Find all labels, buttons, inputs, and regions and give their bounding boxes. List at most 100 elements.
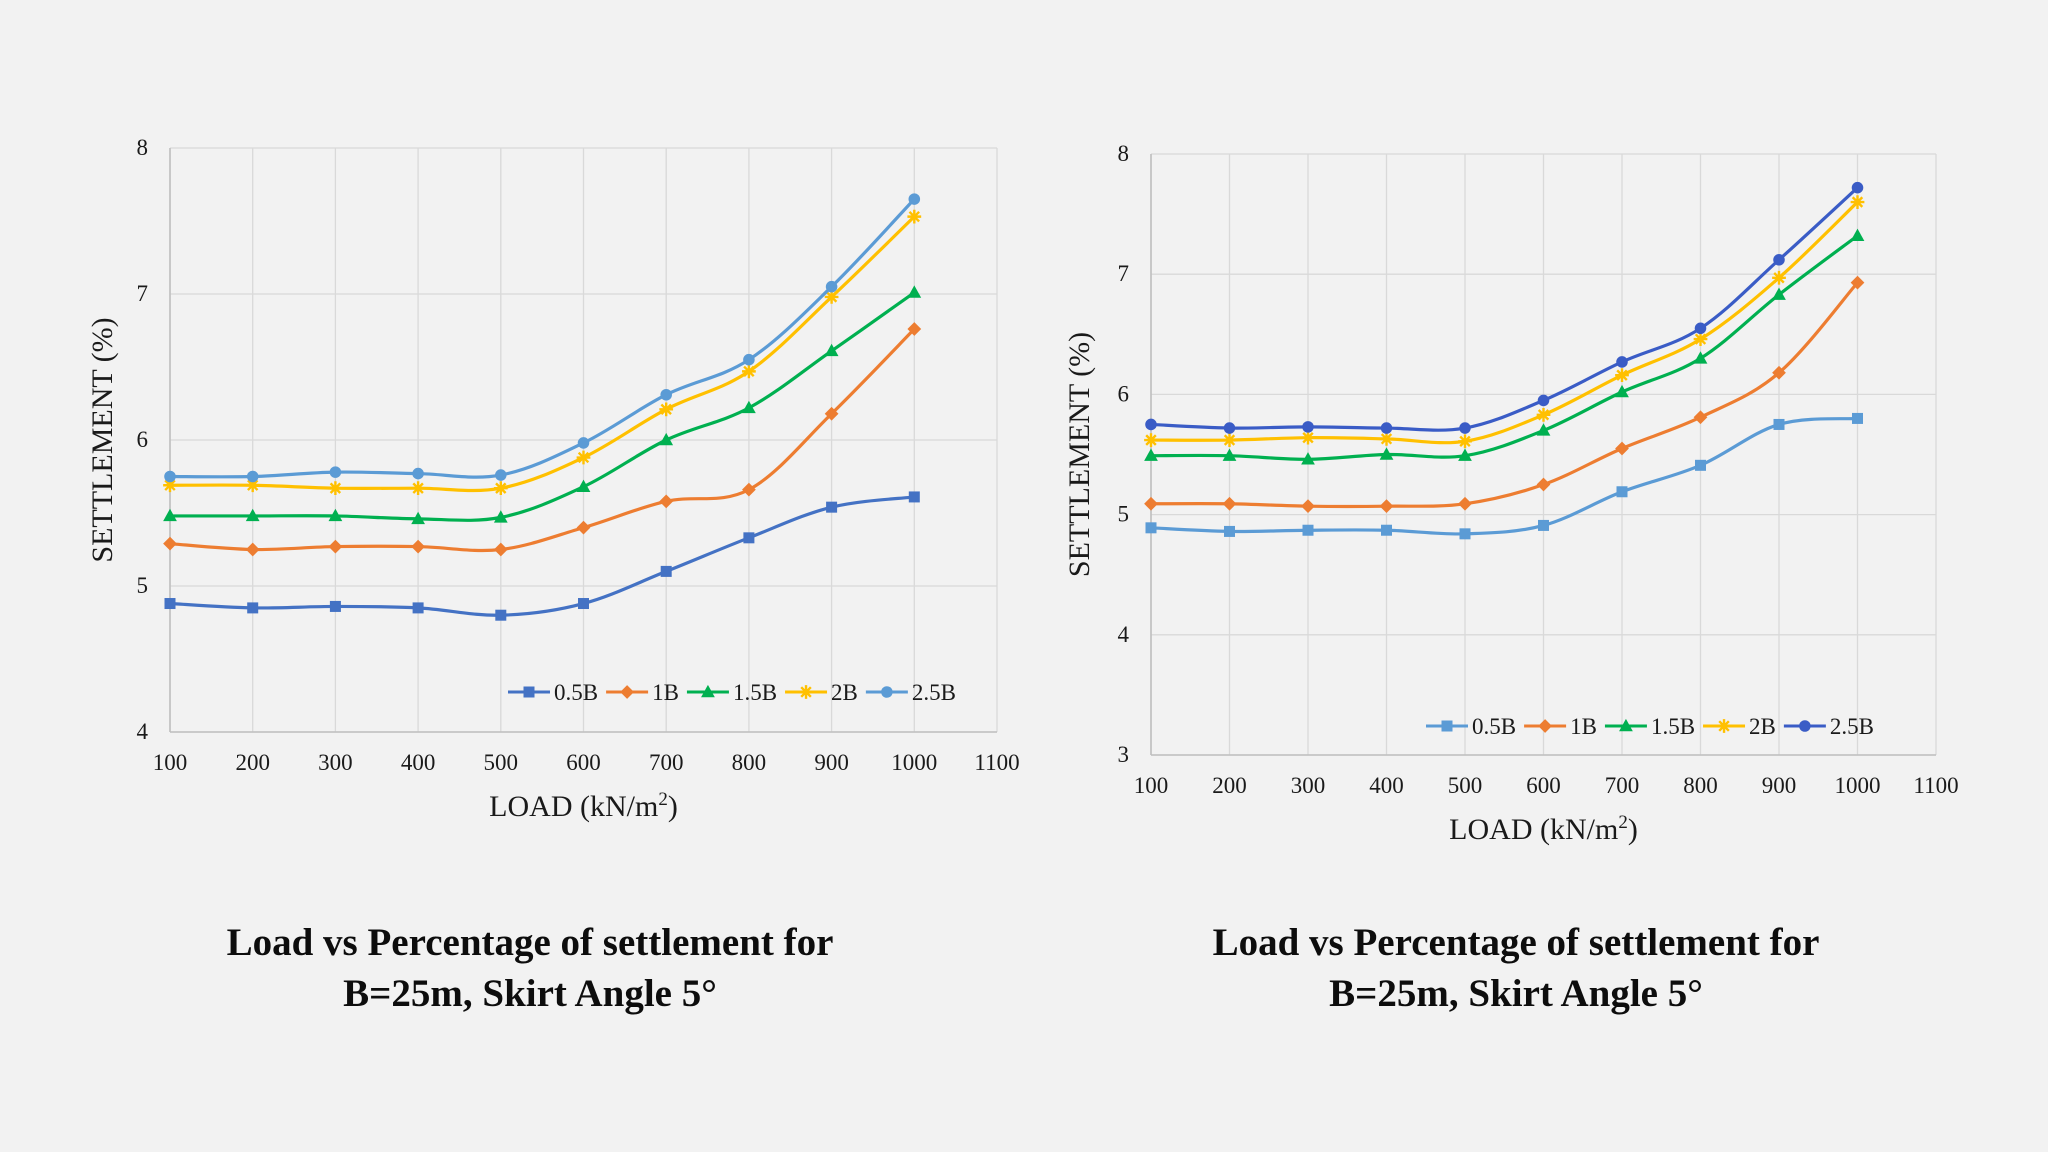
data-point (1301, 452, 1315, 465)
data-point (1772, 287, 1786, 300)
data-point (1538, 519, 1549, 531)
data-point (495, 469, 507, 481)
data-point (245, 542, 260, 557)
series-line (1150, 416, 1858, 536)
chart-right: 100 200 300 400 500 600 700 800 900 1000 1100 3 4 5 6 7… (1063, 141, 1959, 846)
data-point (659, 494, 674, 509)
data-point (1222, 448, 1237, 461)
legend-label: 2.5B (912, 680, 956, 705)
data-point (1379, 499, 1394, 514)
data-point (743, 532, 755, 544)
series-1.5B (1144, 228, 1865, 465)
data-point (826, 501, 838, 513)
legend-label: 0.5B (554, 680, 598, 705)
y-axis-title: SETTLEMENT (%) (1063, 332, 1096, 577)
legend-item: 1B (1524, 714, 1597, 739)
data-point (329, 466, 342, 478)
legend-item: 1.5B (686, 680, 777, 705)
data-point (1458, 448, 1472, 461)
series-1B (1144, 275, 1865, 514)
data-point (824, 343, 839, 357)
x-tick-label: 1100 (1913, 773, 1958, 798)
legend-item: 2.5B (865, 680, 956, 705)
legend-item: 0.5B (508, 680, 598, 705)
data-point (742, 400, 756, 414)
legend-item: 2B (1703, 714, 1776, 739)
data-point (1616, 486, 1628, 498)
data-point (578, 598, 589, 610)
x-tick-label: 100 (1134, 773, 1169, 798)
legend-item: 2B (785, 680, 858, 705)
legend-label: 0.5B (1472, 714, 1516, 739)
data-point (1773, 254, 1785, 266)
y-tick-label: 8 (1118, 141, 1130, 166)
data-point (1144, 496, 1158, 511)
x-tick-label: 300 (1291, 773, 1326, 798)
data-point (576, 479, 591, 492)
x-tick-label: 500 (1448, 773, 1483, 798)
legend-label: 2B (831, 680, 858, 705)
data-point (1850, 275, 1865, 290)
data-point (1850, 228, 1865, 241)
y-tick-label: 6 (1118, 381, 1130, 406)
x-tick-label: 400 (401, 750, 436, 775)
data-point (1144, 433, 1158, 447)
data-point (742, 364, 756, 379)
data-point (1222, 496, 1237, 511)
x-tick-label: 1000 (891, 750, 937, 775)
data-point (620, 685, 634, 699)
data-point (163, 508, 177, 522)
data-point (799, 685, 813, 699)
data-point (1799, 720, 1811, 732)
data-point (164, 470, 176, 483)
caption-line-2: B=25m, Skirt Angle 5° (1329, 972, 1703, 1015)
data-point (1773, 418, 1785, 430)
data-point (1850, 195, 1865, 209)
data-point (1145, 522, 1157, 534)
data-point (660, 565, 672, 577)
data-point (1619, 718, 1633, 732)
data-point (1222, 433, 1237, 447)
legend-label: 1B (652, 680, 679, 705)
data-point (1615, 384, 1629, 398)
data-point (1852, 412, 1863, 424)
legend-item: 1.5B (1604, 714, 1695, 739)
data-point (412, 602, 424, 614)
data-point (1693, 351, 1708, 364)
series-2.5B (164, 193, 921, 483)
data-point (1536, 407, 1551, 422)
data-point (1379, 447, 1394, 460)
data-point (1615, 441, 1629, 456)
data-point (164, 598, 176, 610)
y-axis-title: SETTLEMENT (%) (86, 317, 119, 562)
data-point (659, 432, 674, 446)
x-tick-label: 800 (732, 750, 767, 775)
data-point (1224, 525, 1235, 537)
series-line (1150, 200, 1859, 445)
legend-label: 1B (1570, 714, 1597, 739)
data-point (245, 478, 260, 493)
data-point (576, 520, 591, 535)
data-point (1459, 528, 1471, 540)
data-point (246, 470, 259, 483)
series-1.5B (163, 285, 922, 525)
x-tick-label: 900 (1762, 773, 1797, 798)
data-point (1772, 365, 1786, 380)
chart-left-caption: Load vs Percentage of settlement for B=2… (100, 917, 960, 1019)
x-tick-label: 300 (318, 750, 353, 775)
legend: 0.5B 1B 1.5B 2B 2.5B (508, 680, 956, 705)
series-line (169, 327, 916, 553)
series-line (169, 215, 916, 493)
x-tick-label: 700 (1605, 773, 1640, 798)
data-point (411, 481, 425, 496)
x-tick-label: 1000 (1835, 773, 1881, 798)
y-tick-label: 8 (137, 135, 149, 160)
data-point (1301, 430, 1315, 445)
x-tick-label: 500 (484, 750, 519, 775)
data-point (1851, 181, 1864, 194)
data-point (743, 353, 755, 366)
x-tick-label: 700 (649, 750, 684, 775)
data-point (907, 209, 922, 224)
legend-item: 1B (606, 680, 679, 705)
y-tick-label: 5 (1118, 502, 1130, 527)
